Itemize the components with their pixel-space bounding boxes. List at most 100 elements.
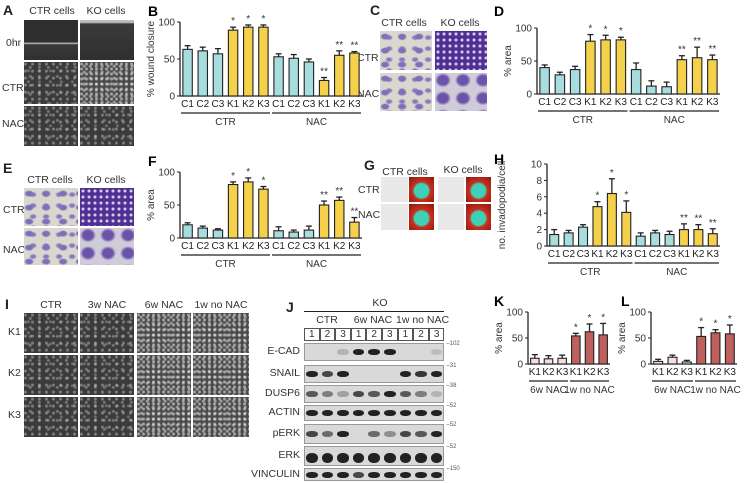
- x-tick-label: C1: [538, 97, 551, 108]
- significance-marker: **: [351, 207, 359, 218]
- bar-c3: [578, 226, 589, 247]
- if-g-ctr-ctr-merge: [409, 177, 434, 202]
- x-tick-label: K1: [678, 249, 691, 260]
- blot-row-label: DUSP6: [264, 387, 300, 399]
- if-g-ko-nac-gray: [438, 204, 464, 230]
- micrograph-e-ctr-nac: [24, 228, 78, 265]
- blot-band: [306, 371, 318, 377]
- micrograph-a-ctr-nac: [24, 106, 78, 146]
- significance-marker: *: [261, 14, 265, 25]
- significance-marker: *: [624, 190, 628, 201]
- lane-number: 1: [397, 328, 414, 341]
- blot-band: [399, 453, 412, 463]
- bar-c2: [288, 231, 300, 239]
- bar-k1: [318, 79, 330, 97]
- x-tick-label: K2: [666, 367, 679, 378]
- blot-band: [352, 453, 365, 463]
- x-tick-label: C3: [212, 99, 225, 110]
- lane-number: 1: [304, 328, 320, 341]
- bar-k3: [349, 221, 360, 239]
- blot-band: [352, 349, 365, 355]
- panel-f-label: F: [148, 153, 157, 169]
- blot-band: [384, 410, 396, 416]
- x-tick-label: C2: [649, 249, 662, 260]
- bar-c3: [661, 86, 672, 95]
- lane-number: 2: [319, 328, 336, 341]
- bar-k3: [598, 334, 608, 365]
- blot-band: [306, 410, 318, 416]
- x-tick-label: K2: [600, 97, 613, 108]
- panel-a-row-label-ctr: CTR: [2, 82, 24, 94]
- significance-marker: *: [246, 167, 250, 178]
- x-tick-label: K1: [318, 99, 331, 110]
- significance-marker: *: [610, 168, 614, 179]
- significance-marker: **: [693, 36, 701, 47]
- lane-number: 3: [335, 328, 351, 341]
- bar-c1: [630, 69, 642, 95]
- blot-band: [321, 410, 334, 416]
- blot-band: [306, 391, 318, 397]
- y-axis-label: % area: [503, 45, 514, 77]
- x-tick-label: K1: [584, 97, 597, 108]
- micrograph-a-ctr-ctr: [24, 62, 78, 104]
- bar-c3: [569, 69, 581, 95]
- panel-i-label: I: [5, 296, 9, 312]
- group-label: NAC: [664, 115, 685, 126]
- bar-c3: [303, 61, 315, 97]
- blot-band: [384, 471, 396, 478]
- x-tick-label: K2: [692, 249, 705, 260]
- blot-row-label: VINCULIN: [250, 467, 300, 480]
- blot-band: [399, 371, 412, 377]
- bar-c2: [197, 50, 209, 97]
- blot-band: [337, 471, 349, 478]
- panel-g-col-header-ko: KO cells: [443, 164, 483, 176]
- blot-band: [384, 349, 396, 355]
- y-tick-label: 6: [536, 192, 542, 203]
- x-tick-label: K2: [542, 367, 555, 378]
- bar-k2: [600, 39, 611, 95]
- micrograph-i-k2-6w: [137, 355, 191, 395]
- y-tick-label: 50: [521, 57, 533, 68]
- blot-strip-snail: [304, 365, 445, 383]
- blot-band: [415, 391, 427, 397]
- bar-k3: [681, 361, 692, 365]
- blot-band: [430, 349, 443, 355]
- bar-c2: [646, 85, 657, 95]
- group-label: NAC: [666, 267, 687, 278]
- panel-i-col-header-6w-nac: 6w NAC: [144, 299, 184, 311]
- y-tick-label: 0: [169, 92, 175, 103]
- x-tick-label: K2: [333, 241, 346, 252]
- significance-marker: **: [680, 213, 688, 224]
- x-tick-label: K3: [257, 241, 270, 252]
- panel-c-col-header-ko: KO cells: [440, 17, 480, 29]
- bar-k1: [585, 40, 596, 95]
- mw-marker: –52: [446, 422, 457, 428]
- bar-c2: [288, 57, 300, 97]
- bar-c2: [650, 232, 661, 247]
- panel-g-label: G: [364, 157, 375, 173]
- mw-marker: –31: [446, 363, 457, 369]
- blot-band: [337, 431, 349, 437]
- panel-j-ko-line: [304, 311, 444, 312]
- x-tick-label: K2: [242, 99, 255, 110]
- micrograph-e-ctr-ctr: [24, 188, 78, 226]
- if-g-ko-ctr-gray: [438, 177, 464, 202]
- blot-band: [384, 453, 396, 463]
- x-tick-label: C3: [303, 99, 316, 110]
- blot-band: [337, 453, 349, 463]
- bar-c1: [273, 230, 284, 239]
- significance-marker: *: [699, 317, 703, 328]
- panel-b-label: B: [148, 3, 158, 19]
- x-tick-label: K3: [348, 99, 361, 110]
- panel-a-row-label-nac: NAC: [2, 118, 25, 130]
- x-tick-label: C2: [287, 99, 300, 110]
- panel-j-group-6w-nac: 6w NAC: [353, 314, 393, 326]
- if-g-ctr-ctr-gray: [381, 177, 408, 202]
- blot-band: [399, 431, 412, 437]
- blot-band: [368, 349, 380, 355]
- x-tick-label: K2: [242, 241, 255, 252]
- blot-band: [430, 410, 443, 416]
- significance-marker: *: [231, 171, 235, 182]
